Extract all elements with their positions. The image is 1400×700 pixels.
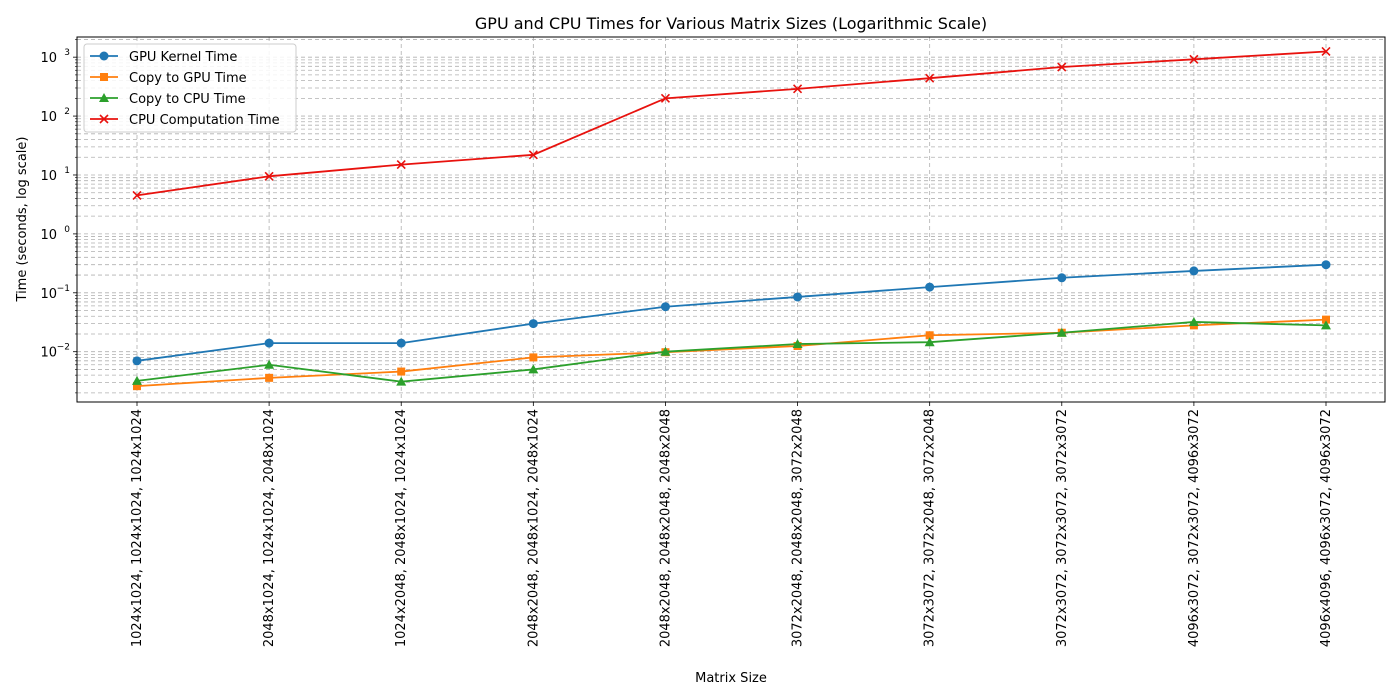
data-point [396, 376, 407, 386]
y-tick-label-exponent: −2 [57, 343, 70, 353]
x-axis: 1024x1024, 1024x1024, 1024x1024 2048x1024… [130, 402, 1334, 647]
data-point [1056, 327, 1067, 337]
series-cpu-computation-time [132, 46, 1331, 200]
x-tick-label: 2048x1024, 1024x1024, 2048x1024 [262, 409, 277, 647]
data-point [132, 375, 142, 385]
x-marker-stroke [925, 73, 935, 83]
legend-marker [99, 93, 109, 102]
x-marker-stroke [528, 150, 538, 160]
data-point [1189, 54, 1199, 64]
x-marker-stroke [660, 93, 671, 103]
x-tick-label: 3072x3072, 3072x3072, 3072x3072 [1055, 409, 1070, 647]
x-tick-label: 4096x4096, 4096x3072, 4096x3072 [1319, 409, 1334, 647]
data-point [132, 356, 142, 366]
data-point [793, 292, 803, 302]
x-axis-label: Matrix Size [695, 671, 767, 686]
legend: GPU Kernel Time Copy to GPU Time Copy to C… [83, 43, 297, 133]
data-point [528, 150, 538, 160]
data-point [1321, 46, 1331, 57]
data-point [792, 84, 803, 94]
x-tick-label: 1024x2048, 2048x1024, 1024x1024 [394, 409, 409, 647]
x-tick-label: 3072x2048, 2048x2048, 3072x2048 [791, 409, 806, 647]
series-gpu-kernel-time [132, 260, 1331, 366]
y-tick-label-exponent: 0 [64, 225, 70, 235]
data-point [396, 338, 406, 348]
data-point [397, 367, 406, 376]
series-copy-to-cpu-time [132, 316, 1331, 386]
legend-box [83, 43, 297, 133]
data-point [1057, 273, 1067, 283]
series-line [136, 50, 1327, 197]
x-tick-label: 2048x2048, 2048x1024, 2048x1024 [526, 409, 541, 647]
data-point [925, 282, 935, 292]
data-point [660, 93, 671, 103]
x-tick-label: 4096x3072, 3072x3072, 4096x3072 [1187, 409, 1202, 647]
data-point [396, 160, 406, 170]
x-marker-stroke [99, 114, 109, 124]
data-point [792, 339, 803, 349]
data-point [1321, 320, 1331, 330]
legend-entry: CPU Computation Time [90, 113, 280, 128]
y-tick-label-exponent: 1 [64, 166, 70, 176]
y-tick-label: 10 [40, 228, 57, 243]
x-marker-stroke [792, 84, 803, 94]
data-point [528, 364, 539, 374]
x-marker-stroke [1057, 62, 1067, 72]
data-point [924, 337, 935, 347]
data-point [1057, 62, 1067, 72]
x-tick-label: 3072x3072, 3072x2048, 3072x2048 [923, 409, 938, 647]
data-point [132, 190, 142, 200]
y-axis-label: Time (seconds, log scale) [15, 137, 30, 303]
legend-marker [100, 73, 108, 81]
data-point [1188, 316, 1199, 326]
legend-marker [99, 114, 109, 124]
legend-entry: Copy to GPU Time [90, 71, 247, 86]
data-point [133, 382, 141, 391]
legend-label: GPU Kernel Time [129, 50, 237, 65]
legend-entry: GPU Kernel Time [90, 50, 237, 65]
data-point [529, 353, 538, 362]
series-line [136, 263, 1327, 362]
data-point [265, 373, 274, 382]
y-tick-label-exponent: −1 [57, 284, 70, 294]
x-marker-stroke [264, 171, 274, 181]
data-point [925, 331, 934, 340]
data-point [1321, 260, 1331, 270]
data-point [264, 338, 274, 348]
data-point [528, 319, 538, 329]
legend-label: Copy to GPU Time [129, 71, 247, 86]
chart-title: GPU and CPU Times for Various Matrix Siz… [475, 14, 987, 33]
y-tick-label: 10 [40, 346, 57, 361]
series-line [136, 321, 1327, 383]
legend-entry: Copy to CPU Time [90, 92, 246, 107]
y-tick-label: 10 [40, 287, 57, 302]
y-tick-label-exponent: 2 [64, 107, 70, 117]
data-point [925, 73, 935, 83]
data-point [264, 171, 274, 181]
legend-label: Copy to CPU Time [129, 92, 246, 107]
data-point [660, 346, 671, 356]
x-tick-label: 1024x1024, 1024x1024, 1024x1024 [130, 409, 145, 647]
series-line [136, 318, 1327, 388]
data-point [264, 359, 275, 369]
y-tick-label-exponent: 3 [64, 48, 70, 58]
x-marker-stroke [132, 190, 142, 200]
legend-marker [99, 51, 109, 61]
data-point [1322, 315, 1330, 324]
y-tick-label: 10 [40, 169, 57, 184]
data-point [660, 302, 670, 312]
y-tick-label: 10 [40, 51, 57, 66]
series-layer [132, 46, 1331, 391]
x-marker-stroke [1189, 54, 1199, 64]
plot-frame [76, 36, 1386, 403]
x-marker-stroke [396, 160, 406, 170]
data-point [1189, 266, 1199, 276]
x-tick-label: 2048x2048, 2048x2048, 2048x2048 [658, 409, 673, 647]
y-tick-label: 10 [40, 110, 57, 125]
legend-label: CPU Computation Time [129, 113, 280, 128]
x-marker-stroke [1321, 46, 1331, 57]
